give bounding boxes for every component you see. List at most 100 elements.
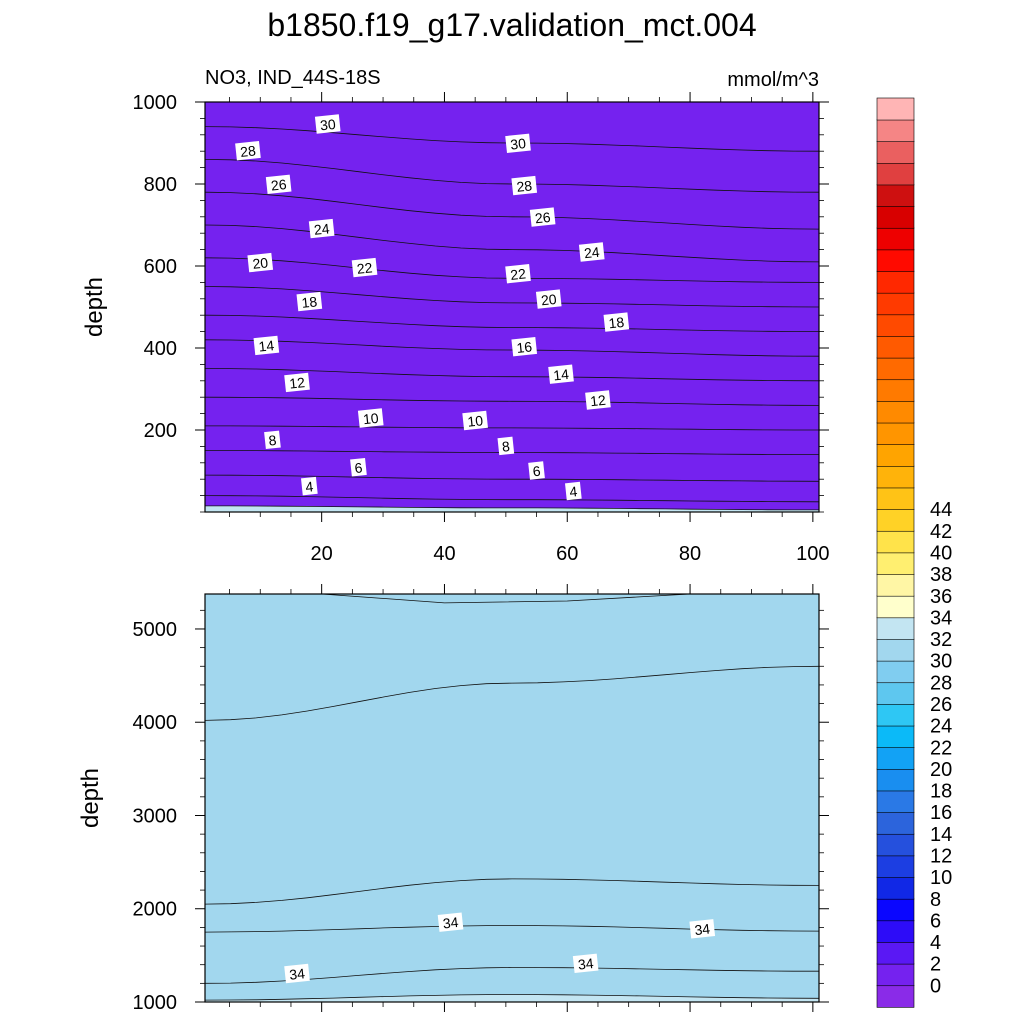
svg-text:14: 14 [553, 366, 570, 384]
svg-text:22: 22 [356, 259, 373, 277]
colorbar-swatch [876, 487, 915, 510]
contour-label: 26 [529, 207, 556, 227]
contour-line [205, 224, 819, 263]
contour-label: 34 [284, 963, 310, 984]
contour-line [205, 994, 819, 1001]
svg-text:26: 26 [534, 209, 551, 227]
contour-line [205, 474, 819, 482]
colorbar-swatch [876, 443, 915, 467]
colorbar-swatch [876, 465, 915, 489]
contour-label: 4 [301, 476, 318, 496]
y-tick-label: 2000 [133, 899, 178, 921]
svg-text:30: 30 [510, 135, 527, 153]
colorbar-label: 38 [930, 564, 952, 586]
contour-label: 30 [505, 133, 531, 154]
contour-label: 28 [235, 140, 261, 161]
colorbar-swatch [876, 119, 915, 142]
colorbar-swatch [876, 270, 915, 294]
y-tick-label: 200 [144, 420, 177, 442]
top-contour-plot: 4 4 6 6 8 8 10 10 12 12 14 14 16 18 18 20 20 22 22 24 24 26 26… [133, 92, 830, 565]
colorbar-swatch [876, 898, 915, 922]
contour-label: 34 [689, 919, 716, 939]
colorbar-label: 40 [930, 543, 952, 565]
contour-label: 28 [511, 175, 538, 196]
colorbar-swatch [876, 292, 915, 316]
colorbar-label: 42 [930, 521, 952, 543]
colorbar-label: 30 [930, 651, 952, 673]
colorbar-swatch [876, 855, 915, 878]
colorbar-swatch [876, 97, 915, 121]
contour-label: 10 [462, 410, 488, 431]
svg-text:34: 34 [442, 914, 459, 932]
x-tick-label: 40 [433, 543, 455, 565]
contour-line [205, 314, 819, 332]
contour-label: 16 [511, 336, 538, 357]
colorbar-label: 18 [930, 781, 952, 803]
contour-label: 6 [528, 461, 545, 480]
colorbar-swatch [876, 357, 915, 381]
colorbar-label: 44 [930, 499, 952, 521]
contour-fill-band [205, 594, 819, 1001]
colorbar-swatch [876, 249, 915, 272]
colorbar-swatch [876, 920, 915, 943]
bottom-y-axis-label: depth [77, 768, 104, 828]
colorbar-swatch [876, 552, 915, 575]
colorbar-label: 6 [930, 910, 941, 932]
contour-label: 20 [247, 252, 274, 273]
colorbar-swatch [876, 660, 915, 684]
bottom-contour-plot: 34 34 34 34 1000 2000 3000 4000 5000 [133, 584, 829, 1014]
colorbar-label: 16 [930, 802, 952, 824]
colorbar-label: 24 [930, 716, 952, 738]
svg-text:34: 34 [694, 921, 711, 939]
svg-text:28: 28 [239, 142, 256, 160]
colorbar-label: 36 [930, 586, 952, 608]
svg-text:12: 12 [589, 392, 606, 410]
contour-line [205, 425, 819, 431]
contour-label: 24 [308, 218, 335, 239]
colorbar-swatch [876, 335, 915, 359]
contour-line [205, 925, 819, 933]
colorbar-label: 2 [930, 954, 941, 976]
colorbar-label: 20 [930, 759, 952, 781]
contour-line [205, 339, 819, 357]
colorbar-label: 4 [930, 932, 941, 954]
contour-label: 12 [284, 372, 310, 393]
svg-text:6: 6 [532, 463, 542, 480]
svg-text:18: 18 [608, 314, 625, 332]
contour-line [205, 878, 819, 905]
y-tick-label: 800 [144, 174, 177, 196]
svg-text:26: 26 [270, 176, 287, 194]
contour-label: 14 [253, 335, 280, 356]
contour-label: 18 [603, 312, 630, 332]
colorbar-swatch [876, 227, 915, 251]
svg-text:4: 4 [569, 483, 579, 500]
x-tick-label: 80 [679, 543, 701, 565]
contour-line [205, 286, 819, 308]
contour-line [205, 159, 819, 193]
svg-text:14: 14 [258, 337, 275, 355]
svg-text:30: 30 [319, 116, 336, 134]
colorbar-label: 8 [930, 889, 941, 911]
contour-line [205, 505, 819, 511]
colorbar-swatch [876, 746, 915, 770]
colorbar-label: 28 [930, 672, 952, 694]
svg-text:18: 18 [301, 293, 318, 311]
svg-text:16: 16 [516, 338, 533, 356]
colorbar-swatch [876, 205, 915, 229]
colorbar-swatch [876, 530, 915, 554]
y-tick-label: 1000 [133, 992, 178, 1014]
colorbar-label: 12 [930, 846, 952, 868]
svg-text:20: 20 [252, 254, 269, 272]
contour-fill-band [205, 102, 819, 510]
contour-label: 10 [357, 408, 384, 428]
colorbar-label: 14 [930, 824, 952, 846]
x-tick-label: 60 [556, 543, 578, 565]
colorbar: 0246810121416182022242628303234363840424… [876, 97, 952, 1008]
top-plot-frame [204, 101, 820, 513]
colorbar-swatch [876, 184, 915, 207]
svg-text:8: 8 [268, 432, 278, 449]
contour-label: 30 [314, 114, 341, 134]
contour-label: 34 [437, 912, 464, 932]
contour-line [205, 396, 819, 406]
contour-label: 18 [296, 291, 323, 312]
